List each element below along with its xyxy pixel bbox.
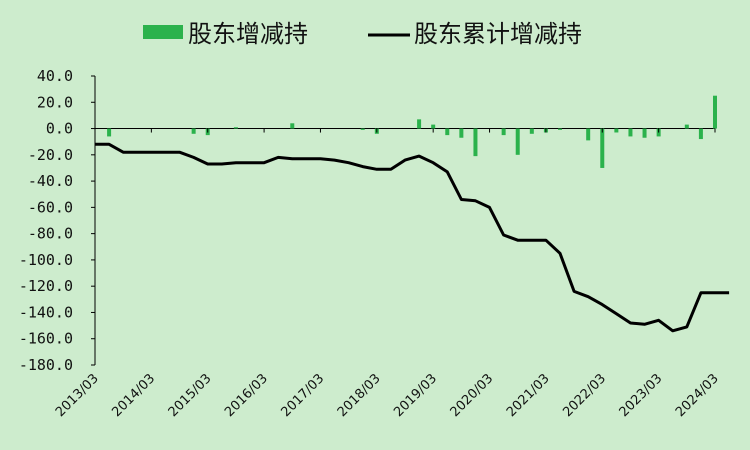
bar [698, 128, 703, 140]
bar [642, 128, 647, 138]
y-tick-label: -80.0 [28, 225, 73, 243]
bar [529, 128, 534, 134]
line-series [95, 142, 730, 333]
x-tick-label: 2024/03 [673, 371, 722, 420]
bar [360, 128, 365, 130]
bar [459, 128, 464, 138]
bar [191, 128, 196, 134]
bar [417, 119, 422, 129]
y-axis-ticks: 40.0 20.0 0.0 -20.0 -40.0 -60.0 -80.0 -100.0 -12… [19, 67, 95, 374]
x-tick-label: 2018/03 [335, 371, 384, 420]
x-axis-ticks: 2013/03 2014/03 2015/03 2016/03 2017/03 2018/… [53, 128, 722, 420]
y-tick-label: -60.0 [28, 198, 73, 216]
x-tick-label: 2019/03 [391, 371, 440, 420]
bar [628, 128, 633, 137]
legend: 股东增减持 股东累计增减持 [143, 20, 582, 48]
bar [558, 128, 562, 130]
bar [684, 124, 689, 129]
x-tick-label: 2017/03 [278, 371, 327, 420]
y-tick-label: -40.0 [28, 172, 73, 190]
bar [431, 124, 436, 129]
legend-label-bar: 股东增减持 [188, 20, 308, 48]
x-tick-label: 2013/03 [53, 371, 102, 420]
x-tick-label: 2016/03 [222, 371, 271, 420]
y-tick-label: -140.0 [19, 303, 73, 321]
bar [586, 128, 591, 141]
bar [600, 128, 605, 168]
bar [473, 128, 478, 157]
legend-swatch-bar [143, 25, 183, 39]
y-tick-label: -100.0 [19, 251, 73, 269]
x-tick-label: 2020/03 [448, 371, 497, 420]
x-tick-label: 2021/03 [504, 371, 553, 420]
x-tick-label: 2014/03 [109, 371, 158, 420]
bar [713, 95, 717, 129]
bar [445, 128, 450, 136]
cumulative-line [95, 142, 730, 333]
x-tick-label: 2022/03 [560, 371, 609, 420]
y-tick-label: -180.0 [19, 356, 73, 374]
y-tick-label: -120.0 [19, 277, 73, 295]
axes [94, 76, 715, 365]
bar [515, 128, 520, 155]
bar [233, 127, 238, 129]
y-tick-label: 0.0 [46, 120, 73, 138]
bar [107, 128, 112, 137]
bar [290, 123, 295, 129]
y-tick-label: -160.0 [19, 330, 73, 348]
bar [614, 128, 619, 133]
legend-label-line: 股东累计增减持 [414, 20, 582, 48]
y-tick-label: 20.0 [37, 93, 73, 111]
y-tick-label: -20.0 [28, 146, 73, 164]
y-tick-label: 40.0 [37, 67, 73, 85]
bar [501, 128, 506, 136]
x-tick-label: 2023/03 [617, 371, 666, 420]
x-tick-label: 2015/03 [166, 371, 215, 420]
